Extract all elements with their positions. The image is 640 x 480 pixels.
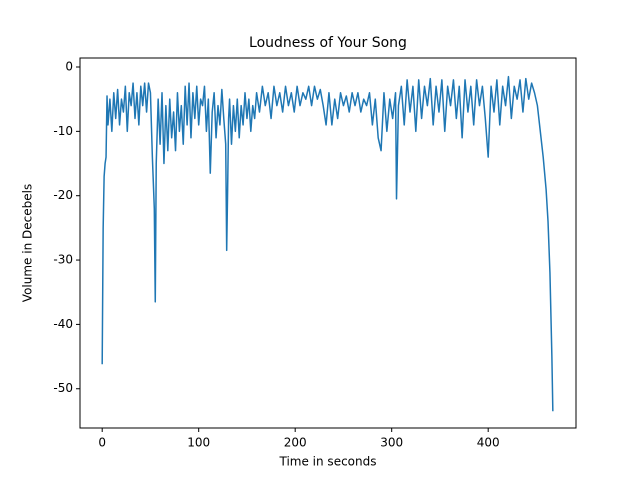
- y-tick-label: -10: [53, 124, 73, 138]
- x-tick-label: 0: [98, 436, 106, 450]
- x-tick-label: 100: [187, 436, 210, 450]
- y-axis-label: Volume in Decebels: [21, 184, 35, 302]
- x-tick-label: 300: [380, 436, 403, 450]
- chart-title: Loudness of Your Song: [249, 35, 407, 51]
- plot-frame: [79, 57, 577, 429]
- y-tick-label: -50: [53, 381, 73, 395]
- x-tick-label: 400: [477, 436, 500, 450]
- y-tick-label: -20: [53, 188, 73, 202]
- x-tick-label: 200: [284, 436, 307, 450]
- y-tick-label: -40: [53, 317, 73, 331]
- y-tick-label: -30: [53, 253, 73, 267]
- y-tick-label: 0: [65, 60, 73, 74]
- data-line: [101, 75, 554, 412]
- x-axis-label: Time in seconds: [279, 455, 377, 469]
